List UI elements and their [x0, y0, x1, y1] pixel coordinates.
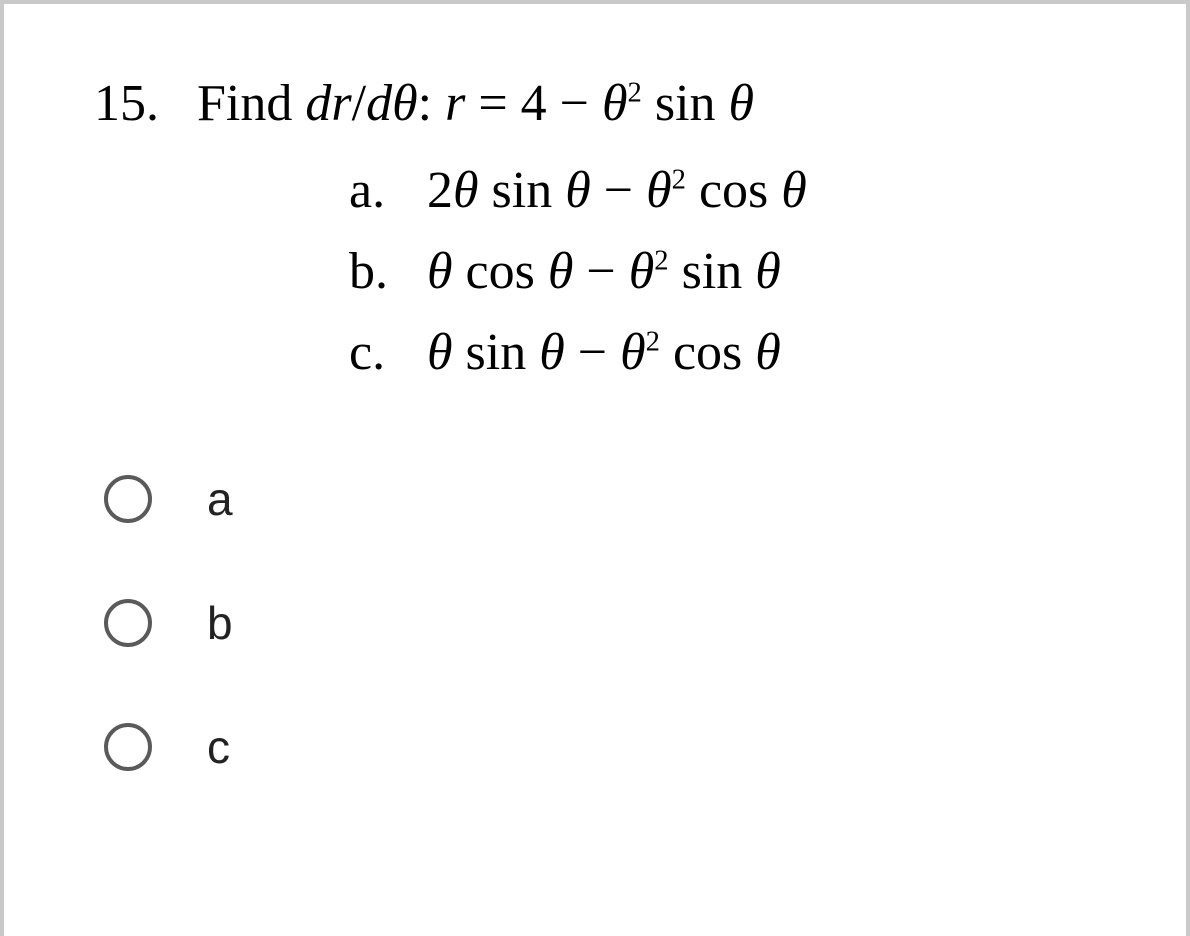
prompt-find: Find [197, 75, 305, 132]
radio-icon[interactable] [104, 599, 152, 647]
eq-4: 4 [521, 75, 547, 132]
answer-option-a[interactable]: a [104, 472, 1146, 526]
answer-label: b [207, 596, 233, 650]
question-card: 15. Find dr/dθ: r = 4 − θ2 sin θ a. 2θ s… [0, 0, 1190, 936]
term-minus: − [565, 324, 620, 381]
eq-exp: 2 [628, 78, 642, 109]
term-theta2: θ [629, 243, 655, 300]
eq-lhs: r [445, 75, 465, 132]
term-fn: sin [453, 324, 540, 381]
choices-block: a. 2θ sin θ − θ2 cos θ b. θ cos θ − θ2 s… [349, 161, 1146, 382]
deriv-dr: dr [305, 75, 351, 132]
term-theta2: θ [646, 162, 672, 219]
answer-option-b[interactable]: b [104, 596, 1146, 650]
term-theta: θ [427, 243, 453, 300]
term-exp: 2 [646, 327, 660, 358]
term-theta-arg2: θ [781, 162, 807, 219]
answers-block: a b c [104, 472, 1146, 774]
term-theta-arg2: θ [755, 243, 781, 300]
term-theta: θ [453, 162, 479, 219]
radio-icon[interactable] [104, 723, 152, 771]
term-theta-arg: θ [548, 243, 574, 300]
term-fn: sin [479, 162, 566, 219]
prompt-colon: : [418, 75, 445, 132]
choice-letter: c. [349, 323, 414, 382]
term-exp: 2 [672, 165, 686, 196]
term-theta: θ [427, 324, 453, 381]
choice-b: b. θ cos θ − θ2 sin θ [349, 242, 1146, 301]
choice-a: a. 2θ sin θ − θ2 cos θ [349, 161, 1146, 220]
eq-equals: = [465, 75, 520, 132]
answer-option-c[interactable]: c [104, 720, 1146, 774]
choice-c: c. θ sin θ − θ2 cos θ [349, 323, 1146, 382]
deriv-d: d [366, 75, 392, 132]
term-theta-arg2: θ [755, 324, 781, 381]
term-fn2: cos [660, 324, 755, 381]
term-minus: − [573, 243, 628, 300]
term-theta-arg: θ [565, 162, 591, 219]
eq-theta2: θ [729, 75, 755, 132]
term-fn2: sin [669, 243, 756, 300]
deriv-slash: / [352, 75, 366, 132]
choice-letter: a. [349, 161, 414, 220]
question-line: 15. Find dr/dθ: r = 4 − θ2 sin θ [94, 74, 1146, 133]
term-fn: cos [453, 243, 548, 300]
term-theta2: θ [620, 324, 646, 381]
deriv-theta: θ [392, 75, 418, 132]
eq-theta: θ [602, 75, 628, 132]
term-theta-arg: θ [539, 324, 565, 381]
choice-letter: b. [349, 242, 414, 301]
term-exp: 2 [654, 246, 668, 277]
answer-label: c [207, 720, 230, 774]
term-fn2: cos [686, 162, 781, 219]
radio-icon[interactable] [104, 475, 152, 523]
eq-minus: − [547, 75, 602, 132]
term-minus: − [591, 162, 646, 219]
question-number: 15. [94, 74, 184, 133]
answer-label: a [207, 472, 233, 526]
term-coeff: 2 [427, 162, 453, 219]
eq-sin: sin [642, 75, 729, 132]
